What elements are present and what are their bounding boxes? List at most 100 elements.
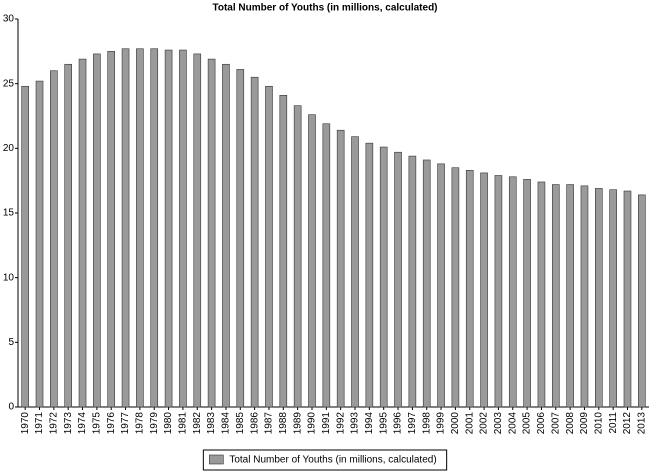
x-tick-label: 1994	[364, 412, 375, 435]
bar	[595, 188, 603, 408]
legend: Total Number of Youths (in millions, cal…	[202, 449, 448, 471]
x-tick-label: 2001	[464, 412, 475, 435]
x-tick-label: 1998	[421, 412, 432, 435]
bar	[21, 85, 29, 408]
x-tick-label: 1970	[20, 412, 31, 435]
x-tick-label: 1979	[149, 412, 160, 435]
bar	[279, 95, 288, 408]
bar	[107, 51, 116, 408]
bar	[265, 85, 273, 408]
bar	[164, 49, 173, 408]
x-tick-label: 2008	[565, 412, 576, 435]
bar	[236, 69, 245, 408]
bar	[121, 48, 130, 408]
x-tick-label: 1984	[221, 412, 232, 435]
y-tick-label: 20	[3, 143, 15, 154]
bar	[150, 48, 159, 408]
y-tick-label: 30	[3, 14, 15, 25]
x-tick-label: 2013	[636, 412, 647, 435]
bar	[322, 123, 331, 408]
bar	[480, 172, 488, 408]
y-tick-label: 10	[3, 272, 15, 283]
legend-swatch	[209, 454, 224, 465]
legend-box	[202, 449, 448, 471]
x-tick-label: 2003	[493, 412, 504, 435]
bar	[93, 53, 101, 408]
x-tick-label: 1975	[92, 412, 103, 435]
x-tick-label: 1987	[264, 412, 275, 435]
x-tick-label: 2002	[479, 412, 490, 435]
x-tick-label: 1985	[235, 412, 246, 435]
y-tick-label: 15	[3, 208, 15, 219]
x-tick-label: 1976	[106, 412, 117, 435]
bar	[494, 175, 503, 408]
x-tick-label: 1977	[120, 412, 131, 435]
x-tick-label: 2010	[593, 412, 604, 435]
x-tick-label: 1990	[307, 412, 318, 435]
x-tick-label: 1980	[163, 412, 174, 435]
bar	[523, 179, 531, 408]
bar	[250, 76, 259, 408]
chart-title: Total Number of Youths (in millions, cal…	[212, 3, 437, 14]
x-tick-label: 2005	[522, 412, 533, 435]
bar	[293, 105, 302, 408]
x-tick-label: 2012	[622, 412, 633, 435]
x-tick-label: 1989	[292, 412, 303, 435]
bar	[308, 114, 316, 408]
x-tick-label: 1974	[77, 412, 88, 435]
bar	[136, 48, 144, 408]
bar	[78, 58, 87, 408]
x-tick-label: 1972	[48, 412, 59, 435]
x-tick-label: 2004	[507, 412, 518, 435]
bar	[193, 53, 202, 408]
x-tick-label: 2011	[608, 412, 619, 434]
bar	[537, 181, 546, 408]
bar	[566, 184, 574, 408]
bar	[336, 129, 345, 408]
bar	[179, 49, 187, 408]
x-tick-label: 1971	[34, 412, 45, 435]
legend-label: Total Number of Youths (in millions, cal…	[229, 455, 436, 466]
x-tick-label: 2007	[550, 412, 561, 435]
y-tick-label: 25	[3, 78, 15, 89]
bar	[580, 185, 589, 408]
x-tick-label: 1986	[249, 412, 260, 435]
x-tick-label: 1993	[350, 412, 361, 435]
x-tick-label: 1983	[206, 412, 217, 435]
x-tick-label: 1982	[192, 412, 203, 435]
bar	[422, 159, 431, 408]
bar	[64, 63, 72, 408]
bar	[623, 190, 632, 408]
bar	[408, 155, 417, 408]
x-tick-label: 1997	[407, 412, 418, 435]
bar	[638, 194, 646, 408]
y-tick-label: 5	[8, 337, 14, 348]
bar	[609, 189, 617, 408]
x-tick-label: 1996	[393, 412, 404, 435]
x-tick-label: 1992	[335, 412, 346, 435]
x-tick-label: 2009	[579, 412, 590, 435]
bar	[437, 163, 445, 408]
bar	[465, 170, 474, 408]
x-tick-label: 1981	[178, 412, 189, 435]
x-tick-label: 1999	[436, 412, 447, 435]
bar	[551, 184, 560, 408]
bar	[207, 58, 216, 408]
bar	[508, 176, 517, 408]
bar	[394, 151, 402, 408]
bar	[50, 70, 58, 408]
x-tick-label: 1988	[278, 412, 289, 435]
bar	[451, 167, 460, 408]
bar	[365, 142, 374, 408]
x-tick-label: 1973	[63, 412, 74, 435]
bar	[35, 80, 44, 408]
bar	[379, 146, 388, 408]
y-tick-label: 0	[8, 402, 14, 413]
x-tick-label: 2000	[450, 412, 461, 435]
x-tick-label: 1991	[321, 412, 332, 435]
x-tick-label: 1978	[135, 412, 146, 435]
x-tick-label: 1995	[378, 412, 389, 435]
bar	[351, 136, 359, 408]
bar	[222, 63, 230, 408]
